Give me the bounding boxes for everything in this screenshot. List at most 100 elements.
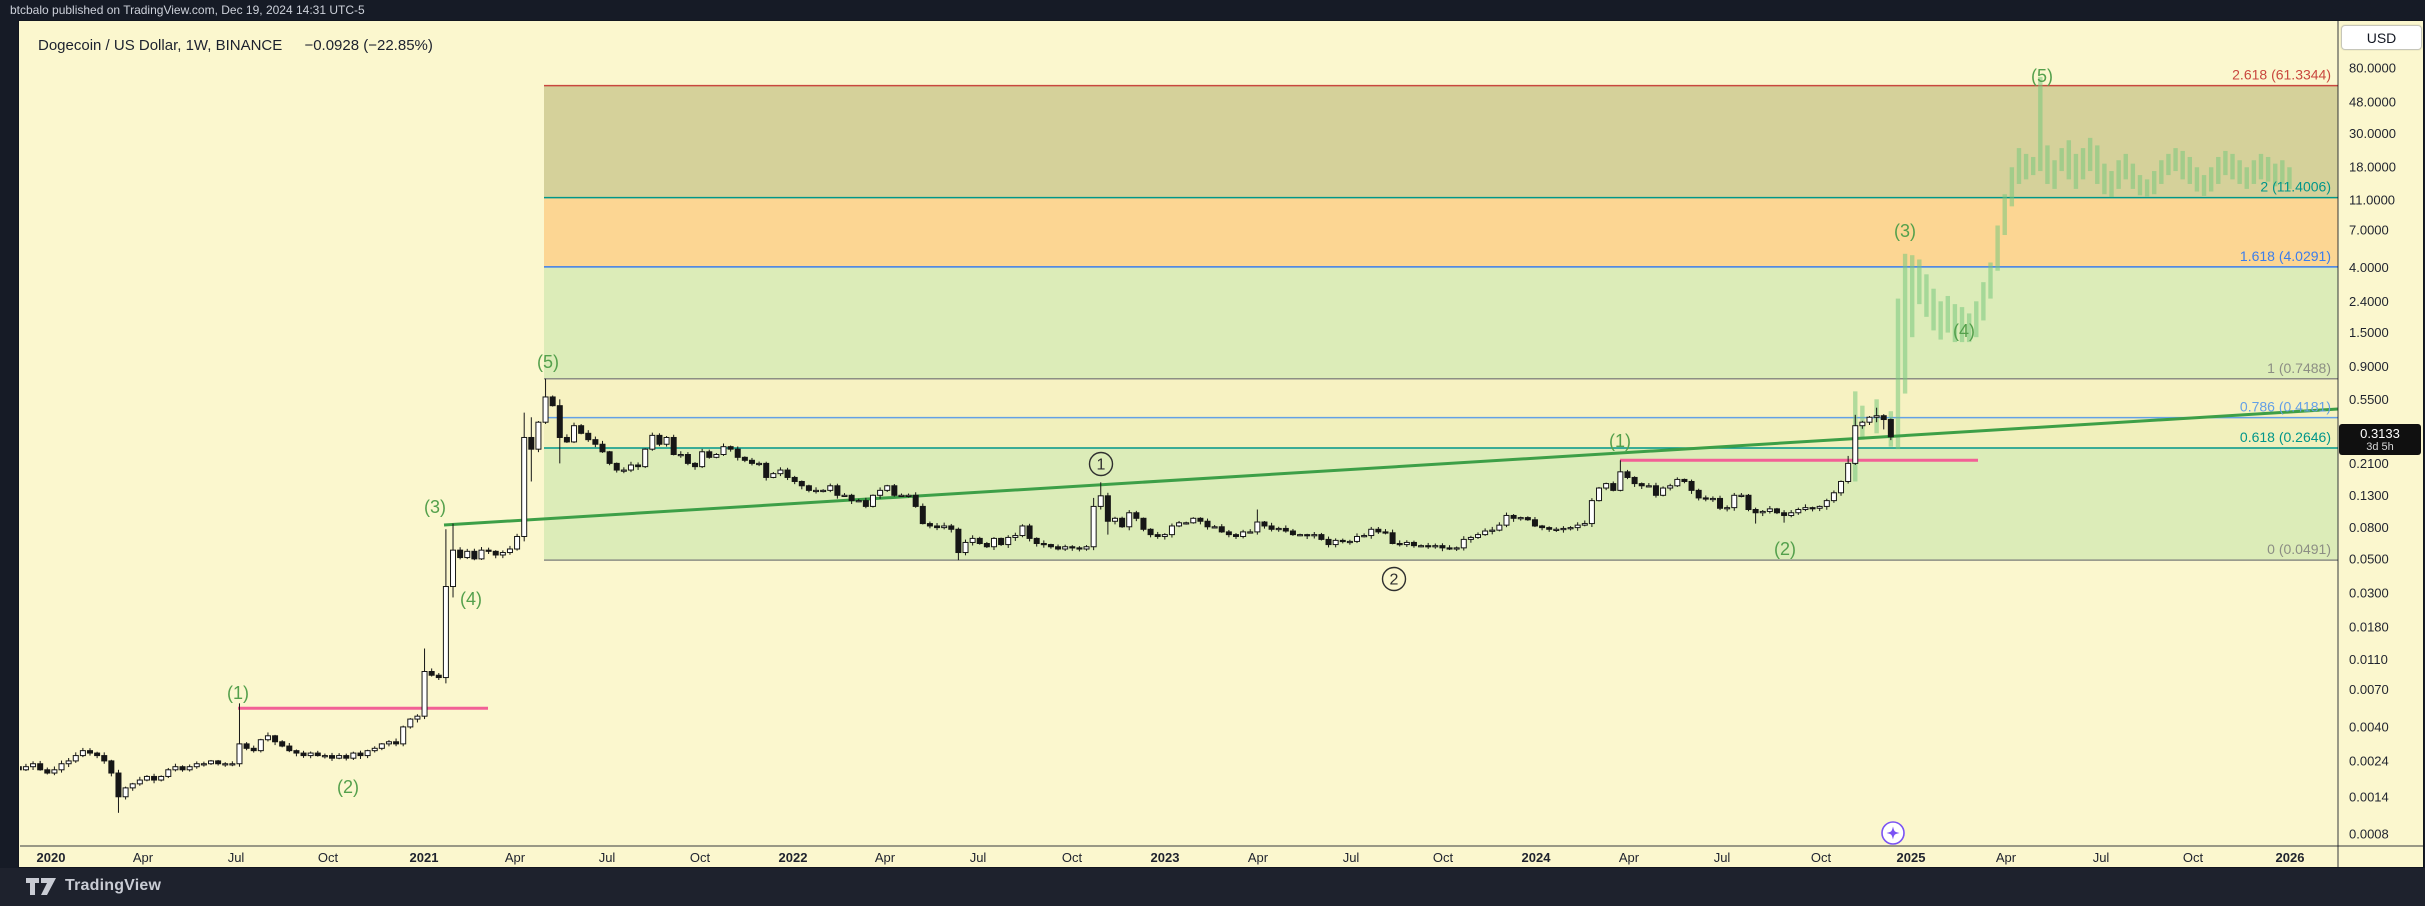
price-tick-label: 0.0300	[2349, 585, 2389, 600]
candle-body	[1781, 512, 1788, 516]
candle-body	[1531, 519, 1538, 527]
fib-zone	[544, 197, 2338, 267]
candle-body	[1012, 535, 1019, 538]
candle-body	[1040, 542, 1047, 546]
wave-label: (2)	[337, 777, 359, 797]
chart-canvas[interactable]: (1) (2) (3) (4) (5) (1) (2) (3) (4) (5) 1 2 2.618 (6…	[19, 21, 2425, 869]
candle-body	[101, 755, 108, 762]
candle-body	[855, 500, 862, 503]
time-tick-label: Oct	[1811, 850, 1832, 865]
candle-body	[820, 489, 827, 493]
candle-body	[86, 750, 93, 754]
projection-bar	[2116, 160, 2121, 189]
time-tick-label: 2021	[410, 850, 439, 865]
time-tick-label: Jul	[1714, 850, 1731, 865]
projection-bar	[1917, 259, 1922, 305]
projection-bar	[1959, 307, 1965, 343]
projection-bar	[2237, 160, 2242, 184]
candle-body	[934, 525, 941, 529]
candle-body	[798, 480, 805, 487]
projection-bar	[2280, 160, 2285, 184]
candle-body	[20, 766, 22, 771]
price-tick-label: 0.1300	[2349, 488, 2389, 503]
candle-body	[898, 494, 905, 497]
candle-body	[770, 473, 777, 478]
candle-body	[1439, 545, 1446, 549]
candle-body	[1624, 471, 1631, 478]
candle-body	[193, 763, 200, 768]
candle-body	[884, 485, 891, 491]
candle-body	[1581, 523, 1588, 526]
time-tick-label: 2024	[1522, 850, 1552, 865]
candle-body	[1674, 478, 1681, 487]
wave-label: (3)	[1894, 221, 1916, 241]
brand-name: TradingView	[65, 877, 162, 894]
fib-level-label: 0 (0.0491)	[2267, 541, 2331, 557]
candle-body	[1460, 538, 1467, 549]
projection-bar	[2087, 137, 2093, 172]
candle-body	[955, 528, 962, 554]
candle-body	[1026, 525, 1033, 539]
plot-area[interactable]	[19, 76, 2338, 813]
projection-bar	[2137, 175, 2143, 196]
projection-bar	[2123, 153, 2128, 180]
projection-bar	[2223, 150, 2228, 176]
projection-bar	[2038, 76, 2043, 172]
candle-body	[172, 766, 179, 771]
projection-bar	[2152, 171, 2157, 195]
candle-body	[905, 494, 912, 497]
candle-body	[1410, 541, 1417, 547]
price-tick-label: 11.0000	[2349, 193, 2395, 208]
candle-body	[1852, 425, 1859, 464]
time-axis[interactable]: 2020 Apr Jul Oct 2021 Apr Jul Oct 2022 Apr Jul Oct 2…	[37, 850, 2305, 865]
candle-body	[1717, 497, 1724, 509]
candle-body	[1083, 546, 1090, 550]
projection-bar	[1924, 274, 1929, 317]
candle-body	[1190, 517, 1197, 524]
candle-body	[378, 743, 385, 749]
candle-body	[1553, 528, 1560, 531]
candle-body	[1788, 512, 1795, 516]
tradingview-link[interactable]: TradingView	[26, 877, 161, 895]
candle-body	[279, 741, 286, 747]
price-tick-label: 48.0000	[2349, 94, 2396, 109]
candle-body	[108, 760, 115, 774]
candle-body	[1702, 497, 1709, 500]
candle-body	[1161, 534, 1168, 537]
candle-body	[506, 548, 513, 554]
candle-body	[862, 500, 869, 507]
candle-body	[1318, 534, 1325, 540]
symbol-title: Dogecoin / US Dollar, 1W, BINANCE −0.092…	[38, 37, 433, 54]
projection-bar	[2045, 145, 2050, 184]
price-tick-label: 0.0014	[2349, 789, 2389, 804]
candle-body	[1546, 527, 1553, 530]
candle-body	[1147, 528, 1154, 536]
projection-bar	[2059, 148, 2064, 172]
candle-body	[891, 485, 898, 496]
candle-body	[620, 469, 627, 472]
candle-body	[1745, 494, 1752, 511]
candle-body	[51, 769, 58, 774]
wave-label: (4)	[1953, 321, 1975, 341]
candle-body	[442, 586, 449, 679]
candle-body	[65, 760, 72, 765]
projection-bar	[2159, 160, 2164, 184]
candle-body	[1631, 476, 1638, 485]
time-tick-label: 2022	[779, 850, 808, 865]
candle-body	[1638, 483, 1645, 487]
projection-bar	[1902, 253, 1908, 394]
currency-toggle-button[interactable]: USD	[2341, 25, 2422, 50]
projection-bar	[2095, 145, 2100, 184]
candle-body	[1873, 415, 1880, 418]
projection-bar	[2031, 156, 2036, 176]
circled-wave-marker	[1088, 451, 1114, 477]
time-tick-label: 2020	[37, 850, 66, 865]
fib-level-label: 2 (11.4006)	[2260, 179, 2331, 195]
time-tick-label: 2026	[2276, 850, 2305, 865]
projection-bar	[2016, 148, 2022, 184]
candle-body	[236, 743, 243, 765]
candle-body	[1297, 534, 1304, 537]
candle-body	[941, 525, 948, 529]
chart-frame[interactable]: (1) (2) (3) (4) (5) (1) (2) (3) (4) (5) 1 2 2.618 (6…	[18, 20, 2424, 868]
candle-body	[1503, 514, 1510, 526]
